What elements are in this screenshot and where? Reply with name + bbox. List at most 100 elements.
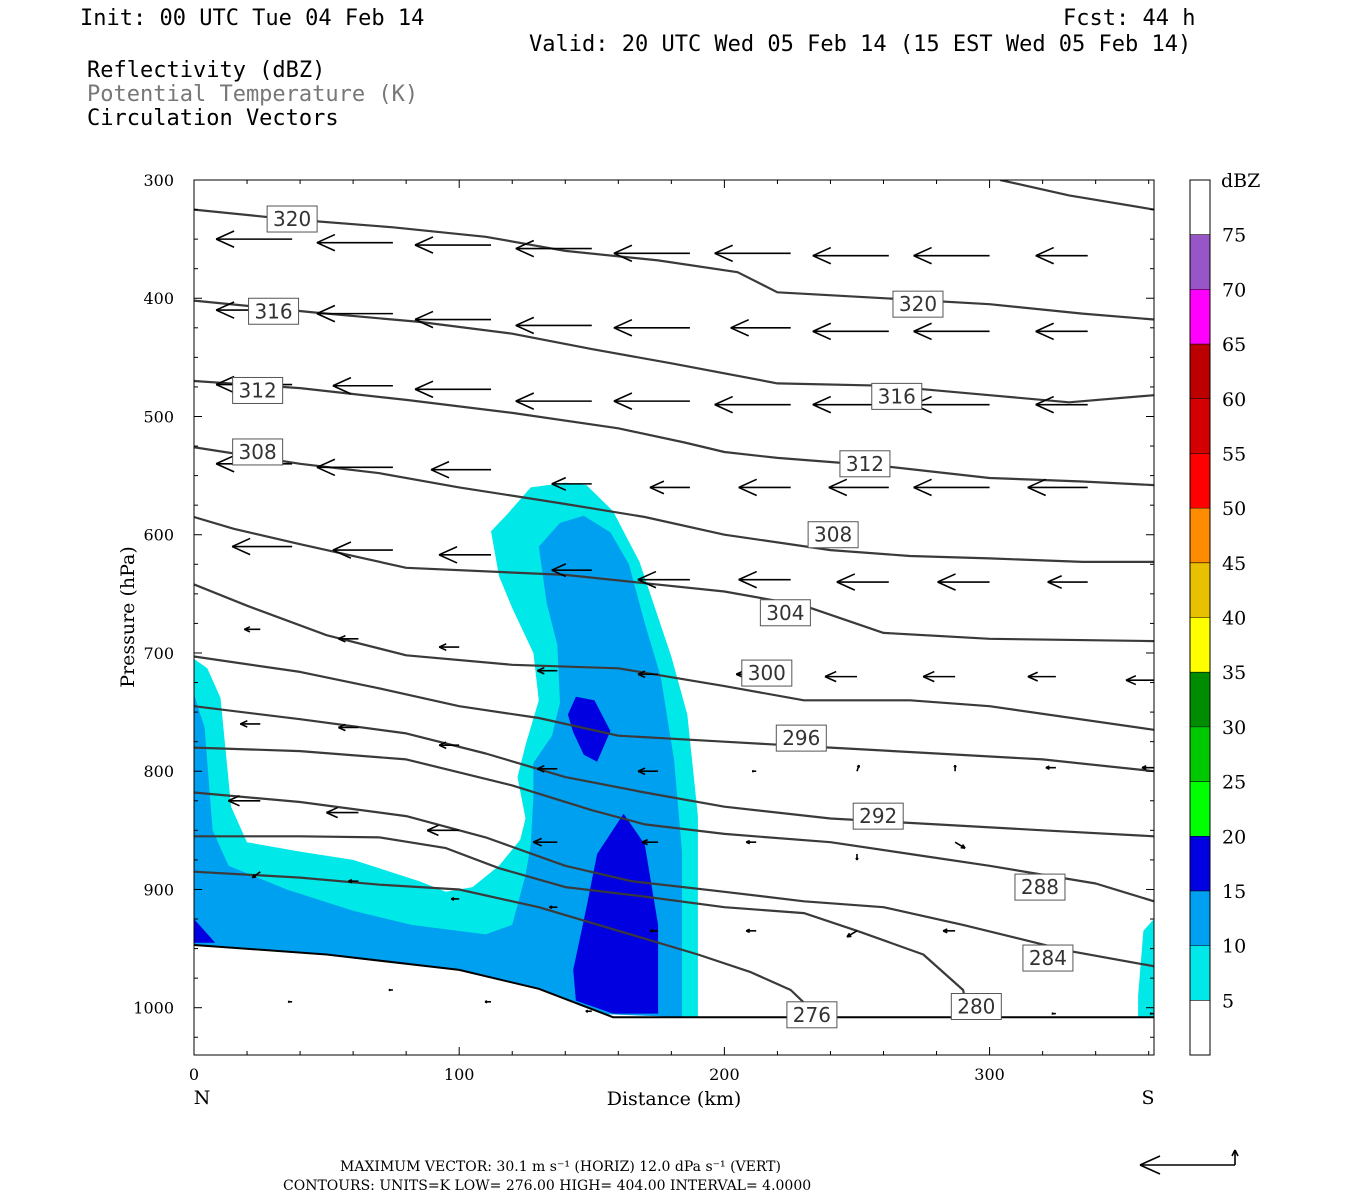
circulation-vector-75 xyxy=(745,839,757,845)
circulation-vector-59 xyxy=(1125,675,1154,686)
theta-contour-312k-4 xyxy=(194,379,1154,487)
circulation-vector-67 xyxy=(953,764,957,772)
theta-contour-296k-10 xyxy=(194,655,1154,773)
theta-contour-292k-11 xyxy=(194,705,1154,838)
field-potential-temperature: Potential Temperature (K) xyxy=(87,82,418,107)
circulation-vector-49 xyxy=(1047,574,1088,590)
circulation-vector-39 xyxy=(1027,478,1088,497)
theta-contour-label-320: 320 xyxy=(892,290,944,318)
theta-contour-label-276: 276 xyxy=(786,1001,838,1029)
circulation-vector-41 xyxy=(231,537,293,556)
colorbar-level-35: 35 xyxy=(1222,662,1246,684)
circulation-vector-68 xyxy=(1045,765,1056,770)
y-tick-label-800: 800 xyxy=(143,762,174,781)
circulation-vector-48 xyxy=(937,573,990,591)
colorbar-level-70: 70 xyxy=(1222,279,1246,301)
circulation-vector-87 xyxy=(942,928,956,934)
x-end-label-south: S xyxy=(1141,1087,1154,1109)
circulation-vector-43 xyxy=(438,546,492,564)
plot-frame xyxy=(193,179,1155,1056)
axes-layer: 300 400 500 600 700 800 900 1000 0 100 200 300 xyxy=(133,171,1154,1084)
theta-contour-276k-15 xyxy=(194,870,810,1009)
svg-text:276: 276 xyxy=(793,1003,831,1027)
svg-text:308: 308 xyxy=(814,523,852,547)
circulation-vector-91 xyxy=(388,988,393,992)
y-tick-label-400: 400 xyxy=(143,289,174,308)
theta-contour-label-308: 308 xyxy=(232,438,284,466)
circulation-vector-96 xyxy=(1051,1012,1056,1015)
circulation-vector-72 xyxy=(426,824,460,837)
svg-text:296: 296 xyxy=(782,726,820,750)
x-axis-label: Distance (km) xyxy=(607,1088,742,1110)
y-tick-label-600: 600 xyxy=(143,526,174,545)
circulation-vector-73 xyxy=(532,837,558,847)
colorbar: 5 10 15 20 25 30 35 40 45 50 55 60 65 70 75 xyxy=(1189,179,1246,1056)
circulation-vector-3 xyxy=(414,236,492,254)
circulation-vector-70 xyxy=(227,795,261,807)
circulation-vector-29 xyxy=(1035,395,1088,414)
y-tick-label-1000: 1000 xyxy=(133,999,174,1018)
circulation-vector-23 xyxy=(414,380,492,399)
svg-text:312: 312 xyxy=(239,378,277,402)
theta-contour-label-296: 296 xyxy=(775,724,827,752)
theta-contour-300k-9 xyxy=(194,583,1154,731)
colorbar-swatch-3 xyxy=(1190,836,1210,891)
circulation-vector-34 xyxy=(551,476,592,491)
terrain-line xyxy=(194,944,1154,1019)
theta-contour-308k-6 xyxy=(194,446,1154,564)
circulation-vector-2 xyxy=(316,233,393,252)
circulation-vector-57 xyxy=(922,670,956,683)
circulation-vector-84 xyxy=(649,928,659,933)
circulation-vector-9 xyxy=(1035,246,1088,265)
theta-contour-288k-12 xyxy=(194,746,1154,903)
svg-text:320: 320 xyxy=(899,292,937,316)
circulation-vector-74 xyxy=(641,838,659,846)
colorbar-level-10: 10 xyxy=(1222,936,1246,958)
colorbar-swatch-2 xyxy=(1190,890,1210,946)
circulation-vector-54 xyxy=(637,670,659,679)
circulation-vector-32 xyxy=(316,458,393,477)
circulation-vector-46 xyxy=(738,570,791,589)
circulation-vector-37 xyxy=(828,478,889,497)
circulation-vector-58 xyxy=(1027,671,1056,682)
circulation-vector-38 xyxy=(913,478,990,497)
y-tick-label-700: 700 xyxy=(143,644,174,663)
colorbar-title: dBZ xyxy=(1221,170,1260,192)
svg-text:312: 312 xyxy=(846,452,884,476)
circulation-vector-6 xyxy=(714,244,791,263)
circulation-vector-93 xyxy=(585,1009,592,1013)
colorbar-level-25: 25 xyxy=(1222,772,1246,794)
valid-time: Valid: 20 UTC Wed 05 Feb 14 (15 EST Wed … xyxy=(529,32,1191,57)
colorbar-swatch-4 xyxy=(1190,781,1210,837)
circulation-vector-51 xyxy=(338,634,359,643)
circulation-vector-66 xyxy=(856,764,861,772)
circulation-vector-24 xyxy=(515,392,592,410)
svg-text:320: 320 xyxy=(273,207,311,231)
y-tick-label-500: 500 xyxy=(143,407,174,426)
theta-contour-label-288: 288 xyxy=(1014,873,1066,901)
circulation-vector-52 xyxy=(438,643,460,651)
svg-text:288: 288 xyxy=(1021,875,1059,899)
reference-vector xyxy=(1139,1149,1239,1175)
field-reflectivity: Reflectivity (dBZ) xyxy=(87,58,325,83)
colorbar-swatch-11 xyxy=(1190,398,1210,454)
colorbar-swatch-13 xyxy=(1190,289,1210,345)
circulation-vector-77 xyxy=(954,841,966,849)
colorbar-level-50: 50 xyxy=(1222,498,1246,520)
svg-text:280: 280 xyxy=(957,995,995,1019)
colorbar-level-30: 30 xyxy=(1222,717,1246,739)
circulation-vector-45 xyxy=(637,570,690,589)
svg-text:304: 304 xyxy=(766,601,804,625)
circulation-vector-65 xyxy=(751,769,757,773)
circulation-vector-15 xyxy=(613,318,690,337)
y-tick-label-900: 900 xyxy=(143,880,174,899)
theta-contour-label-layer: 320 320 316 316 312 312 308 308 304 300 296 292 288 2… xyxy=(232,205,1074,1029)
init-time: Init: 00 UTC Tue 04 Feb 14 xyxy=(80,6,424,31)
circulation-vector-5 xyxy=(613,244,690,263)
colorbar-level-55: 55 xyxy=(1222,443,1246,465)
circulation-vector-61 xyxy=(338,723,359,732)
svg-text:292: 292 xyxy=(859,804,897,828)
reflectivity-region-5dbz-1 xyxy=(1138,919,1154,1020)
theta-contour-label-280: 280 xyxy=(950,993,1002,1021)
circulation-vector-22 xyxy=(332,376,393,395)
